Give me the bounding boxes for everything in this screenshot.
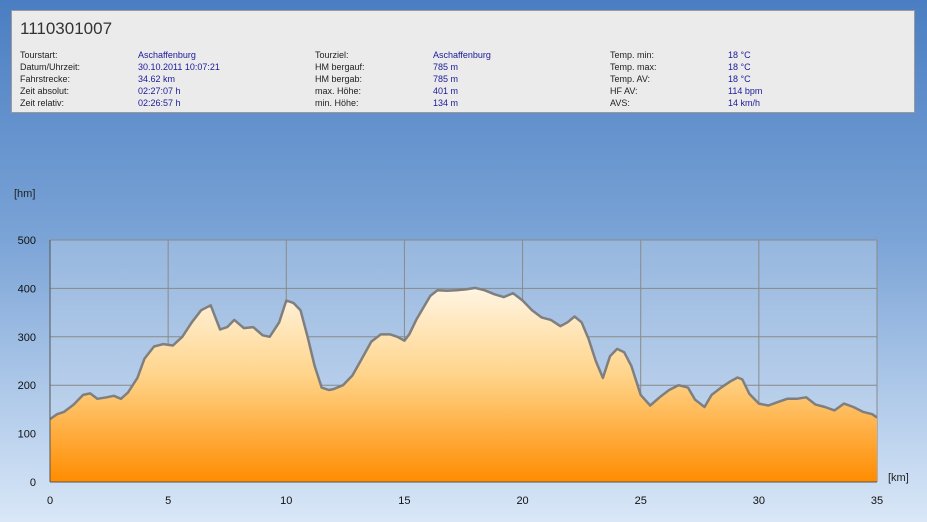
info-label: Datum/Uhrzeit: bbox=[20, 62, 81, 72]
info-label: Tourziel: bbox=[315, 50, 349, 60]
info-value: 18 °C bbox=[728, 50, 751, 60]
info-value: Aschaffenburg bbox=[433, 50, 491, 60]
info-value: 18 °C bbox=[728, 74, 751, 84]
trip-id-title: 1110301007 bbox=[20, 19, 113, 38]
info-row: Tourstart: Aschaffenburg bbox=[20, 49, 196, 61]
info-row: HM bergauf: 785 m bbox=[315, 61, 458, 73]
info-row: Fahrstrecke: 34.62 km bbox=[20, 73, 175, 85]
info-value: 34.62 km bbox=[138, 74, 176, 84]
info-row: HF AV: 114 bpm bbox=[610, 85, 762, 97]
info-label: HM bergauf: bbox=[315, 62, 365, 72]
trip-info-panel: 1110301007 Tourstart: Aschaffenburg Datum… bbox=[11, 10, 915, 113]
info-label: Temp. min: bbox=[610, 50, 655, 60]
y-tick-label: 500 bbox=[18, 235, 36, 247]
info-value: 401 m bbox=[433, 86, 459, 96]
info-value: Aschaffenburg bbox=[138, 50, 196, 60]
info-row: Tourziel: Aschaffenburg bbox=[315, 49, 491, 61]
info-value: 02:27:07 h bbox=[138, 86, 181, 96]
info-label: Zeit relativ: bbox=[20, 98, 65, 108]
info-row: Temp. AV: 18 °C bbox=[610, 73, 751, 85]
info-value: 02:26:57 h bbox=[138, 98, 181, 108]
info-row: Temp. max: 18 °C bbox=[610, 61, 751, 73]
x-tick-label: 5 bbox=[165, 495, 171, 507]
info-value: 785 m bbox=[433, 74, 459, 84]
info-row: min. Höhe: 134 m bbox=[315, 97, 458, 109]
y-tick-label: 0 bbox=[30, 477, 36, 489]
info-row: Datum/Uhrzeit: 30.10.2011 10:07:21 bbox=[20, 61, 220, 73]
x-axis-label: [km] bbox=[888, 472, 909, 484]
x-tick-label: 0 bbox=[47, 495, 53, 507]
info-label: Zeit absolut: bbox=[20, 86, 70, 96]
x-tick-label: 30 bbox=[753, 495, 765, 507]
x-tick-label: 35 bbox=[871, 495, 883, 507]
info-row: HM bergab: 785 m bbox=[315, 73, 458, 85]
info-value: 114 bpm bbox=[728, 86, 763, 96]
info-row: AVS: 14 km/h bbox=[610, 97, 760, 109]
x-tick-labels: 0 5 10 15 20 25 30 35 bbox=[47, 495, 883, 507]
info-value: 785 m bbox=[433, 62, 459, 72]
elevation-area bbox=[50, 287, 877, 482]
x-tick-label: 25 bbox=[635, 495, 647, 507]
info-label: min. Höhe: bbox=[315, 98, 359, 108]
info-label: AVS: bbox=[610, 98, 630, 108]
x-tick-label: 15 bbox=[398, 495, 410, 507]
info-value: 14 km/h bbox=[728, 98, 761, 108]
y-tick-label: 200 bbox=[18, 380, 36, 392]
info-label: Temp. AV: bbox=[610, 74, 651, 84]
elevation-line bbox=[49, 286, 878, 421]
info-row: Zeit relativ: 02:26:57 h bbox=[20, 97, 181, 109]
info-label: HF AV: bbox=[610, 86, 638, 96]
info-value: 30.10.2011 10:07:21 bbox=[138, 62, 220, 72]
info-row: Zeit absolut: 02:27:07 h bbox=[20, 85, 181, 97]
info-label: HM bergab: bbox=[315, 74, 363, 84]
info-label: Fahrstrecke: bbox=[20, 74, 71, 84]
y-tick-label: 300 bbox=[18, 332, 36, 344]
info-row: Temp. min: 18 °C bbox=[610, 49, 751, 61]
y-axis-label: [hm] bbox=[14, 188, 35, 200]
y-tick-label: 100 bbox=[18, 429, 36, 441]
y-tick-labels: 0 100 200 300 400 500 bbox=[18, 235, 36, 489]
info-value: 134 m bbox=[433, 98, 459, 108]
info-row: max. Höhe: 401 m bbox=[315, 85, 458, 97]
info-column-3: Temp. min: 18 °C Temp. max: 18 °C Temp. AV… bbox=[610, 49, 762, 109]
info-value: 18 °C bbox=[728, 62, 751, 72]
info-column-2: Tourziel: Aschaffenburg HM bergauf: 785 m … bbox=[315, 49, 491, 109]
info-label: max. Höhe: bbox=[315, 86, 362, 96]
info-label: Tourstart: bbox=[20, 50, 58, 60]
x-tick-label: 10 bbox=[280, 495, 292, 507]
x-tick-label: 20 bbox=[516, 495, 528, 507]
info-label: Temp. max: bbox=[610, 62, 657, 72]
y-tick-label: 400 bbox=[18, 283, 36, 295]
info-column-1: Tourstart: Aschaffenburg Datum/Uhrzeit: 30… bbox=[20, 49, 220, 109]
